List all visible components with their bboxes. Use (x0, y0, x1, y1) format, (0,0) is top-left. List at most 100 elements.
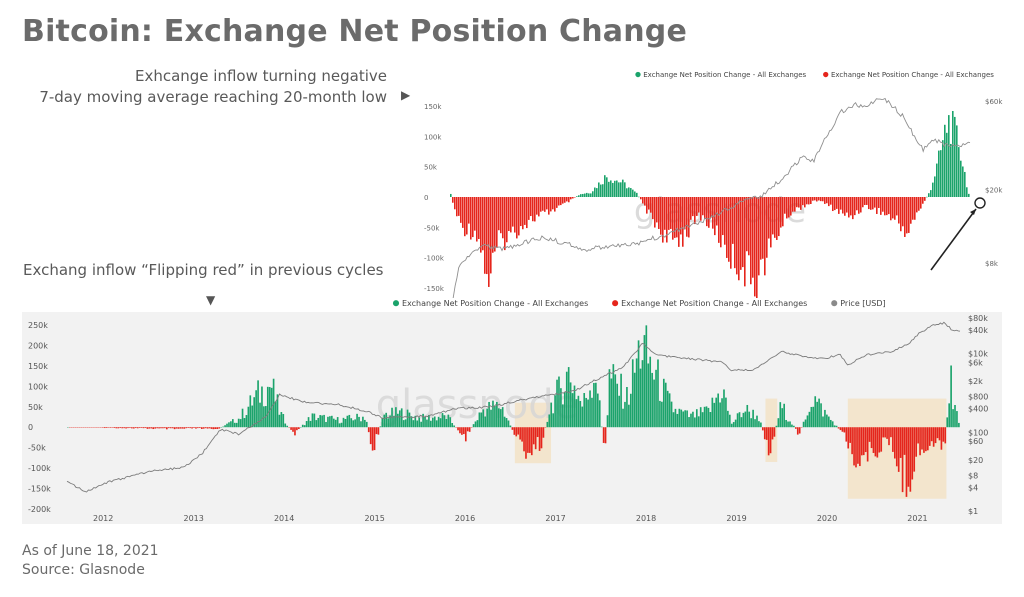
bottom-bar (358, 416, 360, 428)
bottom-bar (758, 421, 760, 428)
bottom-bar (610, 378, 613, 428)
top-bar (736, 197, 738, 275)
bottom-bar (173, 427, 176, 430)
top-bar (568, 197, 570, 203)
bottom-bar (127, 427, 129, 429)
bottom-x-axis: 2012 2013 2014 2015 2016 2017 2018 2019 2020 2021 (93, 514, 928, 523)
bottom-bar (548, 414, 551, 428)
top-bar (536, 197, 538, 215)
top-bar (816, 197, 818, 202)
top-bar (944, 124, 946, 197)
bottom-bar (744, 411, 747, 428)
top-bar (570, 197, 572, 200)
bottom-bar (651, 372, 653, 428)
top-bar (654, 197, 656, 228)
bottom-bar (860, 427, 863, 456)
top-bar (810, 197, 812, 205)
top-bar (582, 193, 584, 197)
top-bar (716, 197, 718, 226)
bottom-bar (563, 391, 566, 428)
top-bar (778, 197, 780, 237)
top-bar (604, 175, 606, 197)
bottom-bar (705, 406, 708, 428)
bottom-bar (664, 382, 667, 428)
bottom-bar (360, 421, 362, 428)
bottom-bar (218, 427, 221, 429)
bottom-bar (255, 390, 257, 428)
bottom-bar (692, 411, 694, 428)
bottom-bar (534, 427, 537, 450)
top-bar (732, 197, 734, 244)
top-bar (932, 182, 934, 197)
top-bar (516, 197, 518, 239)
bottom-bar (332, 418, 335, 428)
bottom-bar (435, 420, 438, 428)
bottom-bar (814, 396, 817, 428)
bottom-bar (377, 427, 380, 435)
bottom-bar (895, 427, 898, 467)
bottom-bar (773, 427, 776, 437)
bottom-bar (876, 427, 879, 458)
bottom-bar (402, 420, 405, 428)
bottom-bar (146, 427, 149, 429)
top-bar (750, 197, 752, 285)
bottom-bar (771, 427, 774, 440)
top-bar (718, 197, 720, 243)
bottom-bar (604, 427, 607, 444)
bottom-bar (472, 424, 475, 428)
top-bar (920, 197, 922, 209)
bottom-bar (954, 405, 956, 428)
bottom-bar (105, 427, 108, 428)
bottom-bar (398, 410, 401, 428)
top-bar (508, 197, 510, 231)
top-bar (574, 197, 576, 198)
bottom-bar (133, 427, 135, 429)
bottom-bar (140, 427, 143, 428)
top-bar (652, 197, 654, 220)
top-bar (698, 197, 700, 213)
top-bar (526, 197, 528, 229)
bottom-bar (948, 403, 950, 428)
bottom-bar (730, 423, 733, 428)
bottom-bar (138, 427, 141, 428)
top-bar (472, 197, 474, 238)
top-bar (968, 193, 970, 197)
top-bar (638, 196, 640, 198)
bottom-y-tick: -100k (28, 464, 51, 473)
bottom-bar (769, 427, 772, 454)
bottom-bar (202, 427, 205, 429)
bottom-bar (445, 418, 448, 428)
top-price-axis: $60k $20k $8k (985, 98, 1003, 268)
bottom-bar (833, 425, 836, 428)
top-bar (528, 197, 530, 220)
top-bar (942, 140, 944, 197)
bottom-bar (412, 420, 415, 428)
top-bar (692, 197, 694, 217)
bottom-bar (695, 409, 698, 428)
top-bar (620, 182, 622, 197)
top-bar (658, 197, 660, 229)
bottom-x-tick: 2012 (93, 514, 113, 523)
bottom-bar (558, 376, 560, 428)
top-bar (726, 197, 728, 258)
top-bar (576, 196, 578, 197)
top-y-tick: -150k (424, 285, 445, 293)
bottom-bar (928, 427, 931, 446)
top-bar (642, 197, 644, 204)
bottom-bar (272, 378, 275, 428)
bottom-bar (117, 427, 120, 429)
bottom-bar (501, 407, 504, 428)
top-bar (830, 197, 832, 205)
top-bar (524, 197, 526, 225)
top-bar (470, 197, 472, 240)
bottom-bar (410, 416, 413, 428)
top-bar (624, 182, 626, 197)
bottom-bar (777, 418, 780, 428)
bottom-bar (783, 403, 785, 428)
top-bar (786, 197, 788, 219)
top-pointer-head (970, 209, 976, 215)
bottom-bar (228, 422, 230, 428)
top-bar (794, 197, 796, 212)
top-bar (710, 197, 712, 218)
top-bar (856, 197, 858, 211)
